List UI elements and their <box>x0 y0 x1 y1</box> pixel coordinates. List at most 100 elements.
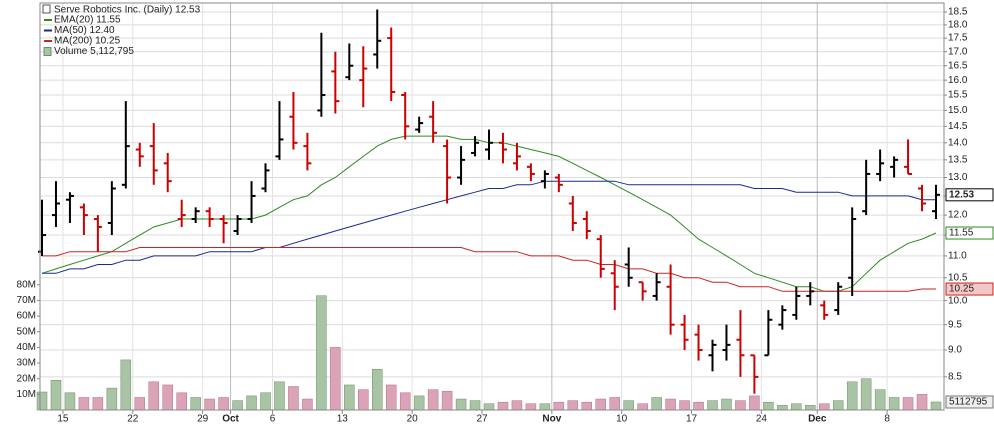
y-tick-label: 10.0 <box>948 295 968 306</box>
volume-bar <box>204 398 215 411</box>
volume-bar <box>497 401 509 411</box>
value-tag-box <box>945 226 994 240</box>
x-tick-label: Nov <box>542 414 561 425</box>
volume-bar <box>288 386 299 411</box>
y-tick-label: 16.0 <box>948 75 968 86</box>
value-tag: 12.53 <box>949 189 974 200</box>
y-tick-label: 15.5 <box>948 90 968 101</box>
volume-bar <box>539 403 551 411</box>
volume-bar <box>846 381 858 411</box>
legend-label: Volume 5,112,795 <box>54 46 134 57</box>
value-tag-box <box>945 188 994 202</box>
x-tick-label: 13 <box>337 414 349 425</box>
labels-layer: 8.59.09.510.010.511.011.512.012.513.013.… <box>17 7 994 425</box>
y-tick-label: 17.0 <box>948 46 968 57</box>
volume-tick-label: 60M <box>17 311 36 322</box>
x-tick-label: 17 <box>686 414 698 425</box>
volume-bar <box>176 392 187 411</box>
volume-bar <box>385 384 397 411</box>
volume-bar <box>190 397 201 411</box>
volume-bar <box>860 378 872 411</box>
volume-bar <box>469 400 481 411</box>
volume-tick-label: 80M <box>17 279 36 290</box>
volume-bar <box>874 389 886 411</box>
x-tick-label: 10 <box>616 414 628 425</box>
legend-icon <box>42 4 51 14</box>
volume-bar <box>595 398 606 411</box>
value-tag: 11.55 <box>949 228 974 239</box>
volume-bar <box>637 403 648 411</box>
volume-bar <box>791 403 802 411</box>
volume-bar <box>777 405 788 411</box>
volume-tick-label: 50M <box>17 326 36 337</box>
volume-bar <box>735 400 746 411</box>
y-tick-label: 13.0 <box>948 172 968 183</box>
y-tick-label: 10.5 <box>948 272 968 283</box>
volume-bar <box>623 400 634 411</box>
volume-bar <box>553 401 565 411</box>
volume-bar <box>455 398 467 411</box>
volume-bar <box>344 384 355 411</box>
y-tick-label: 9.5 <box>948 319 962 330</box>
volume-bar <box>749 395 760 411</box>
volume-bar <box>721 398 732 411</box>
volume-bar <box>651 397 662 411</box>
volume-bar <box>64 392 76 411</box>
volume-bar <box>930 401 942 411</box>
volume-bar <box>316 295 327 411</box>
volume-bar <box>609 397 620 411</box>
volume-bar <box>358 389 369 411</box>
volume-bar <box>441 390 453 411</box>
volume-bar <box>763 401 774 411</box>
chart-title: Serve Robotics Inc. (Daily) 12.53 <box>54 5 201 16</box>
y-tick-label: 14.0 <box>948 137 968 148</box>
volume-tick-label: 30M <box>17 358 36 369</box>
overlay-line <box>42 180 936 274</box>
y-tick-label: 15.0 <box>948 105 968 116</box>
y-tick-label: 16.5 <box>948 60 968 71</box>
volume-bar <box>274 381 285 411</box>
volume-bar <box>819 403 830 411</box>
legend: Serve Robotics Inc. (Daily) 12.53 EMA(20… <box>42 4 201 57</box>
volume-bar <box>511 400 523 411</box>
value-tag: 10.25 <box>949 284 974 295</box>
volume-bar <box>218 397 229 411</box>
x-tick-label: 22 <box>127 414 139 425</box>
volume-bar <box>330 347 341 411</box>
volume-bar <box>567 400 579 411</box>
y-tick-label: 9.0 <box>948 345 962 356</box>
volume-bar <box>246 395 257 411</box>
volume-bar <box>581 401 593 411</box>
volume-bar <box>902 397 914 411</box>
legend-label: EMA(20) 11.55 <box>54 15 121 26</box>
x-tick-label: 6 <box>270 414 276 425</box>
x-tick-label: 15 <box>57 414 69 425</box>
volume-bar <box>302 398 313 411</box>
volume-tick-label: 10M <box>17 389 36 400</box>
volume-bar <box>707 400 718 411</box>
volume-bar <box>832 400 844 411</box>
x-tick-label: 20 <box>407 414 419 425</box>
volume-bar <box>427 389 439 411</box>
volume-bar <box>483 403 495 411</box>
x-tick-label: 27 <box>476 414 488 425</box>
volume-tick-label: 40M <box>17 342 36 353</box>
y-tick-label: 18.0 <box>948 20 968 31</box>
volume-bar <box>134 397 146 411</box>
volume-bar <box>888 397 900 411</box>
volume-bar <box>916 394 928 411</box>
volume-bar <box>260 392 271 411</box>
x-tick-label: Dec <box>808 414 827 425</box>
value-tag-box <box>945 282 994 296</box>
volume-bar <box>78 397 90 411</box>
x-tick-label: Oct <box>222 414 239 425</box>
value-tag: 5112795 <box>949 397 988 408</box>
overlay-line <box>42 247 936 292</box>
volume-bar <box>525 403 537 411</box>
volume-bar <box>372 369 383 411</box>
x-tick-label: 29 <box>197 414 209 425</box>
y-tick-label: 17.5 <box>948 33 968 44</box>
volume-bar <box>50 380 62 411</box>
volume-bar <box>665 398 676 411</box>
